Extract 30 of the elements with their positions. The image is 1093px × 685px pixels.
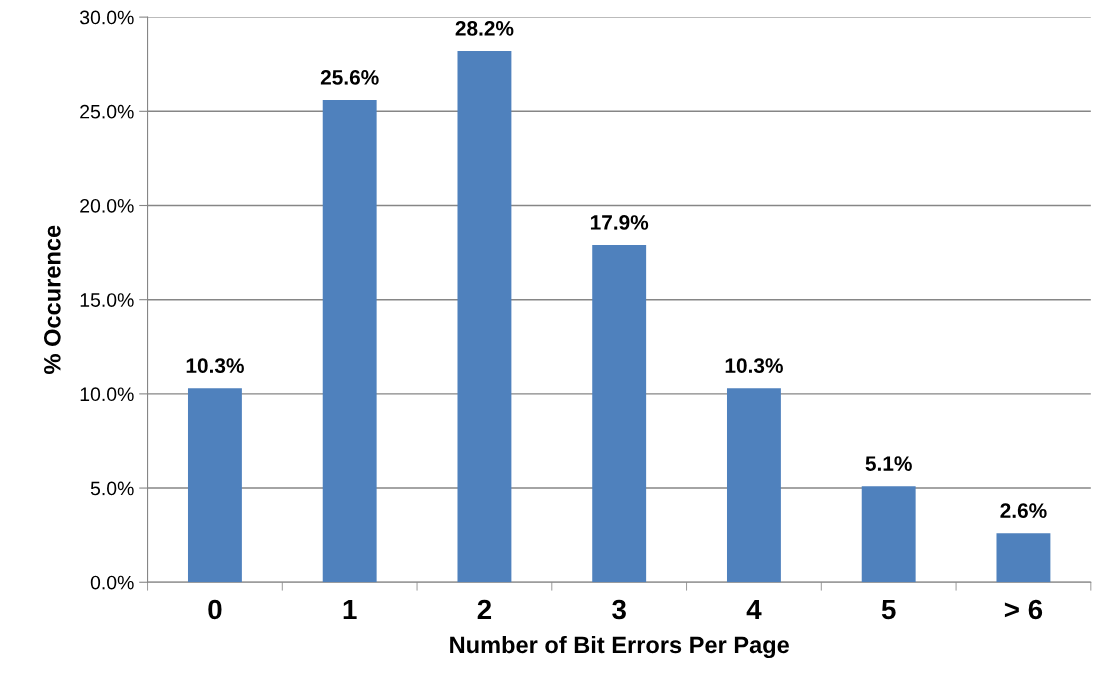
data-label: 28.2% bbox=[455, 21, 514, 36]
bar bbox=[592, 245, 647, 583]
bar bbox=[187, 388, 242, 583]
y-tick-label: 5.0% bbox=[90, 481, 134, 496]
data-label: 5.1% bbox=[865, 456, 912, 471]
bar bbox=[726, 388, 781, 583]
y-tick-label: 10.0% bbox=[80, 387, 134, 402]
x-tick-label: 0 bbox=[208, 599, 222, 620]
x-tick-label: > 6 bbox=[1004, 599, 1043, 620]
data-label: 10.3% bbox=[725, 358, 783, 374]
data-label: 2.6% bbox=[1000, 503, 1047, 519]
x-tick-label: 1 bbox=[343, 599, 357, 620]
x-tick-label: 3 bbox=[612, 599, 626, 620]
data-label: 25.6% bbox=[320, 70, 379, 85]
y-tick-label: 25.0% bbox=[80, 104, 134, 119]
x-tick-label: 4 bbox=[746, 599, 762, 620]
bar bbox=[861, 486, 916, 583]
bar bbox=[996, 533, 1051, 583]
x-tick-label: 5 bbox=[881, 599, 896, 620]
y-tick-label: 0.0% bbox=[90, 575, 134, 590]
y-axis-title: % Occurence bbox=[43, 225, 61, 374]
bar bbox=[322, 100, 377, 583]
x-tick-label: 2 bbox=[477, 599, 492, 620]
data-label: 10.3% bbox=[186, 358, 244, 374]
y-tick-label: 15.0% bbox=[80, 293, 134, 307]
data-label: 17.9% bbox=[590, 215, 649, 230]
x-axis-title: Number of Bit Errors Per Page bbox=[450, 635, 789, 659]
bar bbox=[457, 51, 512, 583]
y-tick-label: 20.0% bbox=[80, 198, 134, 213]
y-tick-label: 30.0% bbox=[79, 10, 134, 25]
